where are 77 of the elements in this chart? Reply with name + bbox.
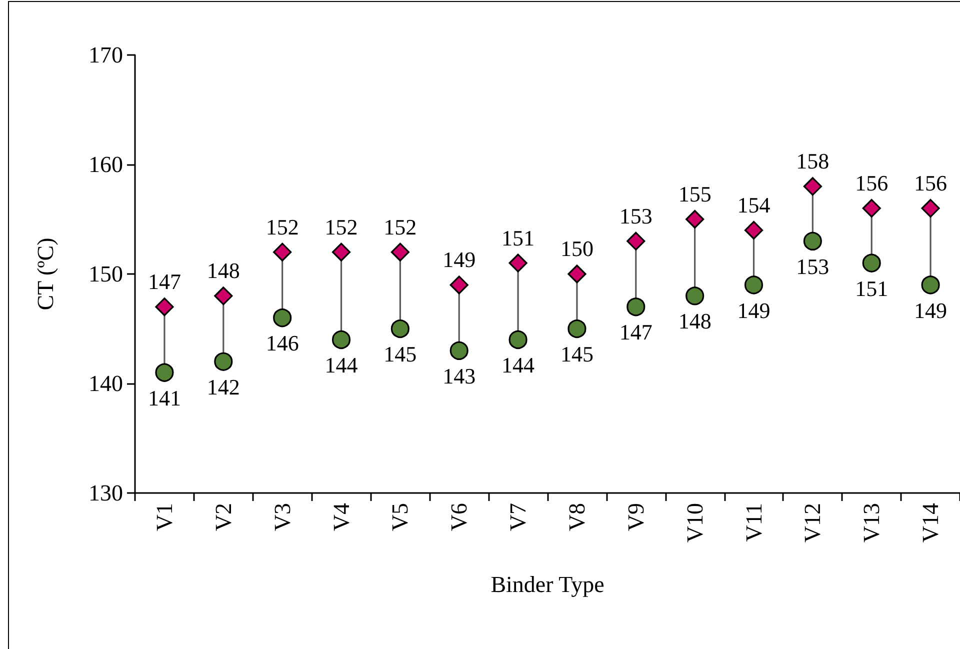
- data-label: 145: [560, 342, 594, 367]
- data-label: 147: [619, 320, 652, 345]
- point: [803, 177, 822, 196]
- x-tick-label: V10: [682, 503, 708, 543]
- data-label: 154: [737, 192, 770, 218]
- point: [568, 319, 586, 338]
- x-tick-label: V4: [328, 502, 354, 532]
- point: [214, 286, 233, 306]
- point: [273, 242, 292, 262]
- point: [508, 330, 528, 349]
- point: [390, 319, 410, 338]
- data-label: 142: [206, 374, 240, 400]
- point: [155, 363, 174, 382]
- data-label: 149: [442, 247, 476, 272]
- point: [803, 232, 822, 250]
- data-label: 155: [678, 181, 712, 206]
- x-axis-title: Binder Type: [490, 572, 604, 597]
- y-tick-label: 130: [88, 480, 123, 506]
- point: [626, 232, 646, 250]
- data-label: 152: [266, 214, 299, 240]
- point: [214, 352, 233, 371]
- data-label: 147: [148, 269, 181, 294]
- x-tick-label: V5: [388, 503, 413, 532]
- data-label: 153: [619, 203, 652, 228]
- y-tick-label: 150: [88, 262, 123, 286]
- point: [508, 254, 528, 272]
- data-label: 158: [796, 148, 830, 174]
- data-label: 144: [324, 352, 358, 378]
- point: [686, 210, 704, 229]
- point: [921, 199, 940, 218]
- x-tick-label: V8: [564, 503, 590, 532]
- data-label: 152: [384, 214, 417, 240]
- x-tick-label: V2: [210, 503, 236, 532]
- data-label: 151: [855, 276, 888, 301]
- y-tick-label: 140: [88, 371, 123, 396]
- x-tick-label: V3: [270, 503, 295, 532]
- data-label: 150: [560, 236, 594, 262]
- x-tick-label: V9: [623, 503, 648, 532]
- data-label: 144: [502, 352, 535, 378]
- x-tick-label: V6: [446, 503, 472, 532]
- data-label: 148: [678, 308, 712, 334]
- point: [626, 298, 646, 316]
- data-label: 145: [384, 342, 417, 367]
- x-tick-label: V14: [918, 502, 944, 543]
- x-tick-label: V13: [859, 503, 884, 543]
- point: [390, 242, 410, 262]
- point: [568, 264, 586, 284]
- point: [450, 341, 468, 360]
- point: [450, 276, 468, 294]
- y-tick-label: 170: [88, 42, 123, 68]
- y-axis-title: CT (ºC): [33, 238, 58, 310]
- data-label: 141: [148, 385, 181, 410]
- point: [686, 286, 704, 306]
- point: [862, 254, 881, 272]
- data-label: 148: [206, 258, 240, 284]
- point: [273, 308, 292, 328]
- x-tick-label: V7: [506, 503, 531, 532]
- data-label: 156: [855, 170, 888, 196]
- data-label: 156: [914, 170, 948, 196]
- point: [744, 220, 764, 240]
- x-tick-label: V11: [741, 503, 766, 542]
- data-label: 149: [914, 298, 948, 323]
- data-label: 143: [442, 363, 476, 388]
- data-label: 153: [796, 254, 830, 279]
- data-label: 152: [324, 214, 358, 240]
- point: [921, 276, 940, 294]
- point: [862, 199, 881, 218]
- data-label: 149: [737, 298, 770, 323]
- point: [155, 298, 174, 316]
- data-label: 146: [266, 330, 299, 356]
- point: [744, 276, 764, 294]
- data-label: 151: [502, 225, 535, 250]
- point: [332, 242, 351, 262]
- x-tick-label: V1: [152, 503, 177, 532]
- point: [332, 330, 351, 349]
- y-tick-label: 160: [88, 152, 123, 177]
- x-tick-label: V12: [800, 503, 826, 543]
